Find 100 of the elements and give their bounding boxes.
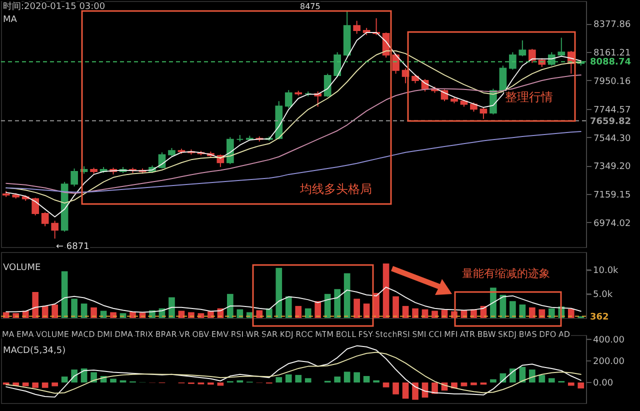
bar xyxy=(80,304,88,318)
annotation: ← 6871 xyxy=(56,242,90,252)
bar xyxy=(304,308,312,318)
bar xyxy=(402,306,409,318)
candlestick xyxy=(51,220,58,240)
bar xyxy=(460,382,468,386)
candlestick xyxy=(41,212,49,227)
bar xyxy=(510,368,516,382)
bar xyxy=(285,374,292,382)
candlestick xyxy=(480,106,488,120)
bar xyxy=(510,301,516,318)
y-tick-label: 7544.30 xyxy=(594,134,631,144)
bar xyxy=(32,382,39,388)
annotation: 时间:2020-01-15 03:00 xyxy=(3,1,106,12)
annotation: 均线多头格局 xyxy=(299,182,372,196)
bar xyxy=(52,382,58,386)
bar xyxy=(392,382,399,394)
bar xyxy=(382,382,390,388)
candlestick xyxy=(392,53,400,74)
candlestick xyxy=(334,52,342,78)
candlestick xyxy=(32,197,40,216)
candlestick xyxy=(558,37,566,57)
y-tick-label: 6974.02 xyxy=(594,218,631,229)
line-series xyxy=(6,130,582,193)
bar xyxy=(295,374,302,382)
bar xyxy=(295,306,302,318)
y-tick-label: 400.00 xyxy=(593,335,625,346)
candlestick xyxy=(470,102,478,112)
bar xyxy=(344,273,350,318)
y-tick-label: 5.0k xyxy=(593,290,614,300)
line-series xyxy=(6,345,582,398)
ref-line-label: 362 xyxy=(590,312,609,322)
bar xyxy=(90,307,97,318)
bar xyxy=(324,294,331,318)
bar xyxy=(52,304,58,318)
ref-line-label: 7659.82 xyxy=(590,116,631,127)
candlestick xyxy=(509,52,516,70)
bar xyxy=(2,382,10,385)
y-tick-label: 8161.21 xyxy=(594,48,631,59)
annotation: MA EMA VOLUME MACD DMI DMA TRIX BRAR VR OBV EMV RSI WR SAR KDJ ROC MTM BOLL PSY StochRSI SMI CCI MFI ATR BBW SKDJ BIAS DPO AD xyxy=(2,330,570,339)
bar xyxy=(256,310,263,318)
bar xyxy=(402,382,409,399)
bar xyxy=(412,382,418,400)
bar xyxy=(276,377,282,382)
bar xyxy=(2,312,10,318)
text: VOLUME xyxy=(3,263,41,273)
bar xyxy=(208,382,214,385)
candlestick xyxy=(324,73,332,98)
bar xyxy=(548,308,555,318)
y-tick-label: 7159.15 xyxy=(594,190,631,201)
bar xyxy=(168,297,175,318)
bar xyxy=(227,294,234,318)
y-tick-label: 200.00 xyxy=(593,356,625,367)
bar xyxy=(32,292,39,318)
bar xyxy=(61,376,68,382)
bar xyxy=(529,370,536,382)
annotation: 8475 xyxy=(300,2,320,11)
text: MACD(5,34,5) xyxy=(3,346,66,356)
bar xyxy=(392,296,399,318)
line-series xyxy=(6,286,582,313)
candlestick xyxy=(70,168,78,187)
bar xyxy=(538,374,546,382)
bar xyxy=(363,376,370,382)
bar xyxy=(354,372,360,382)
bar xyxy=(285,296,292,318)
bar xyxy=(42,382,48,388)
candlestick xyxy=(284,90,292,109)
bar xyxy=(71,298,78,318)
bar xyxy=(61,271,68,318)
bar xyxy=(344,372,350,382)
candlestick xyxy=(518,40,526,57)
bar xyxy=(568,382,574,386)
ref-line-label: 8088.74 xyxy=(590,58,631,68)
candlestick xyxy=(226,136,234,165)
bar xyxy=(432,310,438,318)
bar xyxy=(276,268,282,318)
bar xyxy=(578,382,584,388)
bar xyxy=(568,308,574,318)
y-tick-label: 10.0k xyxy=(593,266,620,276)
candlestick xyxy=(158,152,166,170)
bar xyxy=(304,378,312,382)
annotation: 量能有缩减的迹象 xyxy=(462,267,550,280)
bar xyxy=(412,308,418,318)
candlestick xyxy=(353,20,360,34)
bar xyxy=(354,298,360,318)
candlestick xyxy=(528,48,536,64)
annotation: 整理行情 xyxy=(505,90,553,104)
bar xyxy=(529,307,536,318)
bar xyxy=(334,376,341,382)
bar xyxy=(382,264,390,318)
bar xyxy=(519,304,526,318)
bar xyxy=(110,378,116,382)
bar xyxy=(432,382,438,394)
bar xyxy=(363,304,370,318)
y-tick-label: 7349.20 xyxy=(594,162,631,172)
bar xyxy=(22,382,29,386)
text: MA xyxy=(3,15,18,25)
bar xyxy=(548,378,555,382)
bar xyxy=(314,301,322,318)
y-tick-label: 8377.86 xyxy=(594,20,631,30)
